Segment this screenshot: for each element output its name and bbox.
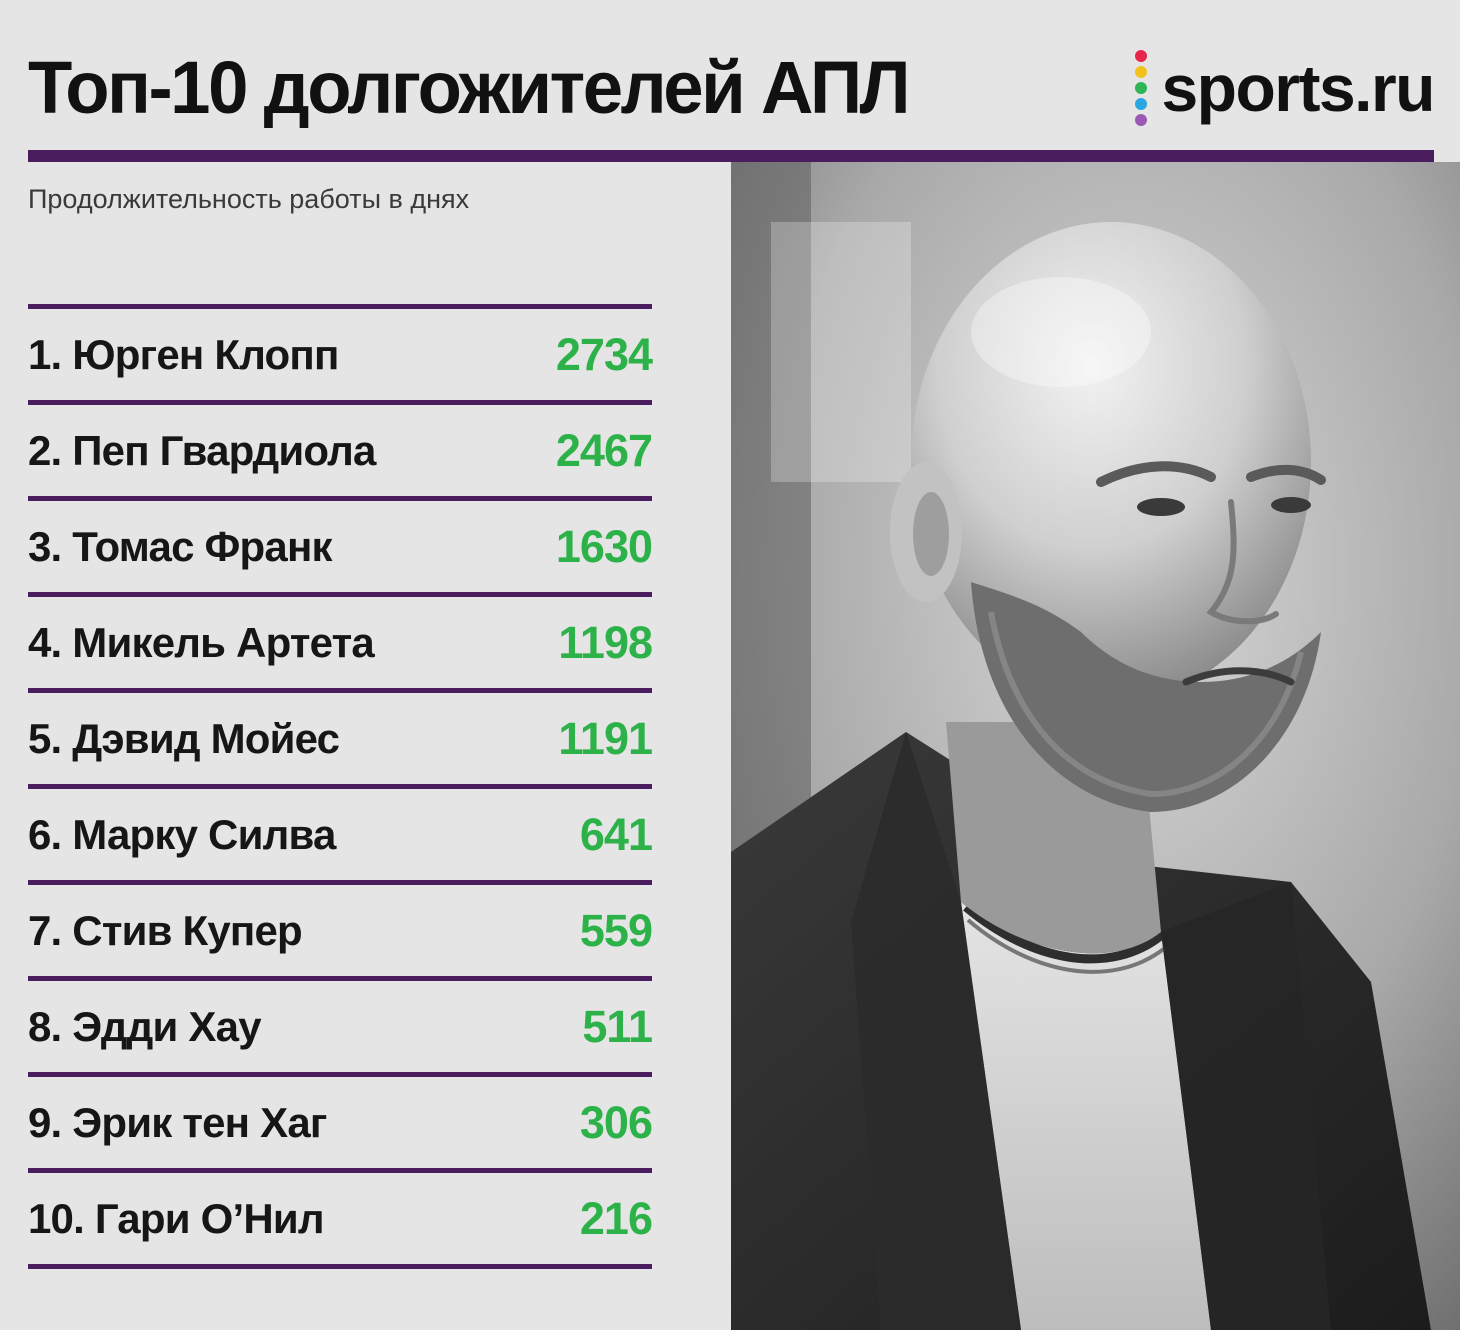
head-shape: [911, 222, 1311, 702]
coach-days: 306: [579, 1096, 653, 1148]
coach-name: 3. Томас Франк: [28, 522, 333, 570]
ranking-list: 1. Юрген Клопп 2734 2. Пеп Гвардиола 246…: [28, 304, 653, 1269]
beard-shape: [971, 582, 1321, 812]
row-divider: [28, 592, 652, 597]
coach-days: 216: [579, 1192, 653, 1244]
brand-dot: [1135, 98, 1148, 110]
coach-name: 8. Эдди Хау: [28, 1002, 262, 1050]
coach-days: 1191: [558, 712, 653, 764]
coach-name: 2. Пеп Гвардиола: [28, 426, 376, 474]
ranking-row: 2. Пеп Гвардиола 2467: [28, 405, 653, 496]
row-divider: [28, 1264, 652, 1269]
row-divider: [28, 304, 652, 309]
header-divider: [28, 150, 1434, 162]
brand-dot: [1135, 114, 1148, 126]
brand-dot: [1135, 50, 1148, 62]
row-divider: [28, 1168, 652, 1173]
page-title: Топ-10 долгожителей АПЛ: [28, 46, 911, 129]
ranking-row: 5. Дэвид Мойес 1191: [28, 693, 653, 784]
coach-days: 559: [579, 904, 653, 956]
coach-name: 5. Дэвид Мойес: [28, 714, 340, 762]
row-divider: [28, 400, 652, 405]
coach-days: 1630: [555, 520, 653, 572]
coach-portrait-photo: [731, 162, 1460, 1330]
coach-days: 2467: [555, 424, 653, 476]
row-divider: [28, 688, 652, 693]
coach-name: 7. Стив Купер: [28, 906, 303, 954]
coach-days: 2734: [555, 328, 653, 380]
coach-days: 641: [579, 808, 653, 860]
ranking-row: 4. Микель Артета 1198: [28, 597, 653, 688]
brand-dot: [1135, 82, 1148, 94]
coach-name: 6. Марку Силва: [28, 810, 336, 858]
coach-name: 9. Эрик тен Хаг: [28, 1098, 327, 1146]
coach-days: 1198: [558, 616, 653, 668]
row-divider: [28, 1072, 652, 1077]
header: Топ-10 долгожителей АПЛ sports.ru: [28, 40, 1435, 140]
ranking-row: 3. Томас Франк 1630: [28, 501, 653, 592]
ranking-row: 8. Эдди Хау 511: [28, 981, 653, 1072]
brand-dot: [1135, 66, 1148, 78]
brand-logo: sports.ru: [1135, 40, 1435, 136]
row-divider: [28, 880, 652, 885]
row-divider: [28, 976, 652, 981]
ranking-row: 9. Эрик тен Хаг 306: [28, 1077, 653, 1168]
shirt-shape: [961, 902, 1211, 1330]
ranking-row: 6. Марку Силва 641: [28, 789, 653, 880]
row-divider: [28, 784, 652, 789]
ranking-row: 7. Стив Купер 559: [28, 885, 653, 976]
coach-name: 1. Юрген Клопп: [28, 330, 339, 378]
row-divider: [28, 496, 652, 501]
ranking-row: 10. Гари О’Нил 216: [28, 1173, 653, 1264]
coach-name: 4. Микель Артета: [28, 618, 375, 666]
subtitle: Продолжительность работы в днях: [28, 184, 470, 214]
brand-dots-icon: [1135, 50, 1148, 126]
coach-days: 511: [582, 1000, 653, 1052]
coach-name: 10. Гари О’Нил: [28, 1194, 325, 1242]
brand-name: sports.ru: [1161, 51, 1435, 125]
ranking-row: 1. Юрген Клопп 2734: [28, 309, 653, 400]
